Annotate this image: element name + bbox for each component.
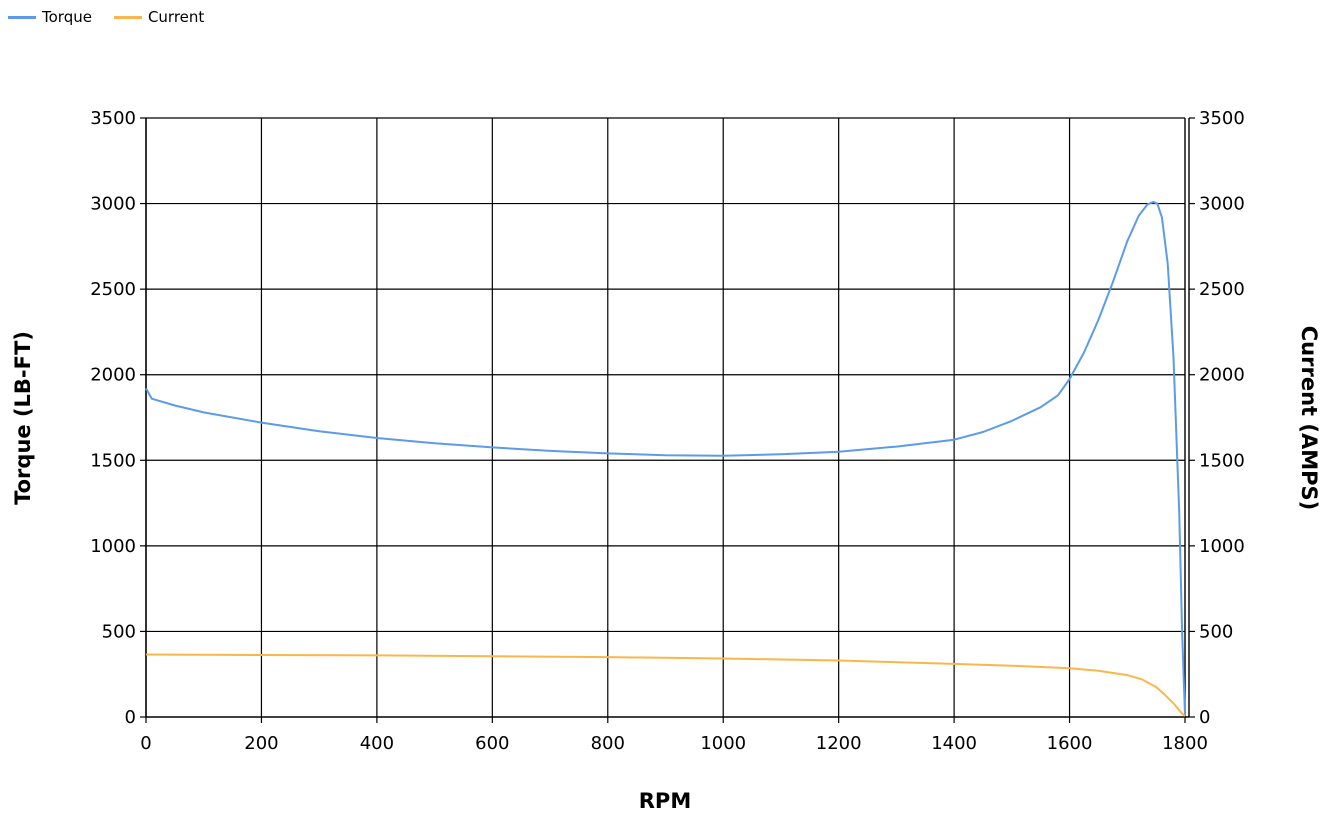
x-tick-label: 0 (140, 733, 151, 754)
legend-swatch-current (113, 15, 142, 19)
y2-axis-title: Current (AMPS) (1297, 326, 1321, 510)
y-tick-label: 3000 (90, 194, 136, 215)
y-tick-label: 1500 (90, 450, 136, 471)
legend-swatch-torque (8, 15, 36, 19)
y2-tick-label: 1000 (1199, 536, 1245, 557)
y-tick-label: 500 (102, 621, 136, 642)
series-line-torque (145, 200, 1186, 716)
y2-tick-label: 500 (1199, 621, 1233, 642)
x-tick-label: 200 (244, 733, 278, 754)
y2-tick-label: 3000 (1199, 194, 1245, 215)
y2-tick-label: 2000 (1199, 365, 1245, 386)
x-tick-label: 600 (475, 733, 509, 754)
legend-item-current: Current (113, 8, 205, 26)
y2-tick-label: 0 (1199, 707, 1210, 728)
tick-labels: 0 200 400 600 800 1000 1200 1400 1600 1800 0 500 100… (90, 108, 1245, 754)
legend-item-torque: Torque (8, 8, 92, 26)
x-axis-title: RPM (639, 789, 691, 813)
x-tick-label: 800 (591, 733, 625, 754)
legend: Torque Current (8, 6, 204, 28)
legend-label-torque: Torque (42, 8, 92, 26)
y-tick-label: 2500 (90, 279, 136, 300)
y2-tick-label: 2500 (1199, 279, 1245, 300)
y-tick-label: 2000 (90, 365, 136, 386)
series-line-current (145, 653, 1186, 717)
y-tick-label: 1000 (90, 536, 136, 557)
axes (140, 117, 1195, 723)
gridlines (146, 117, 1185, 717)
y-tick-label: 3500 (90, 108, 136, 129)
y2-tick-label: 3500 (1199, 108, 1245, 129)
legend-label-current: Current (147, 8, 205, 26)
series-lines (145, 200, 1186, 717)
y2-tick-label: 1500 (1199, 450, 1245, 471)
x-tick-label: 1200 (816, 733, 862, 754)
x-tick-label: 1400 (931, 733, 977, 754)
x-tick-label: 1000 (700, 733, 746, 754)
x-tick-label: 400 (360, 733, 394, 754)
y-axis-title: Torque (LB-FT) (11, 331, 35, 505)
x-tick-label: 1600 (1047, 733, 1093, 754)
x-tick-label: 1800 (1162, 733, 1208, 754)
y-tick-label: 0 (125, 707, 136, 728)
